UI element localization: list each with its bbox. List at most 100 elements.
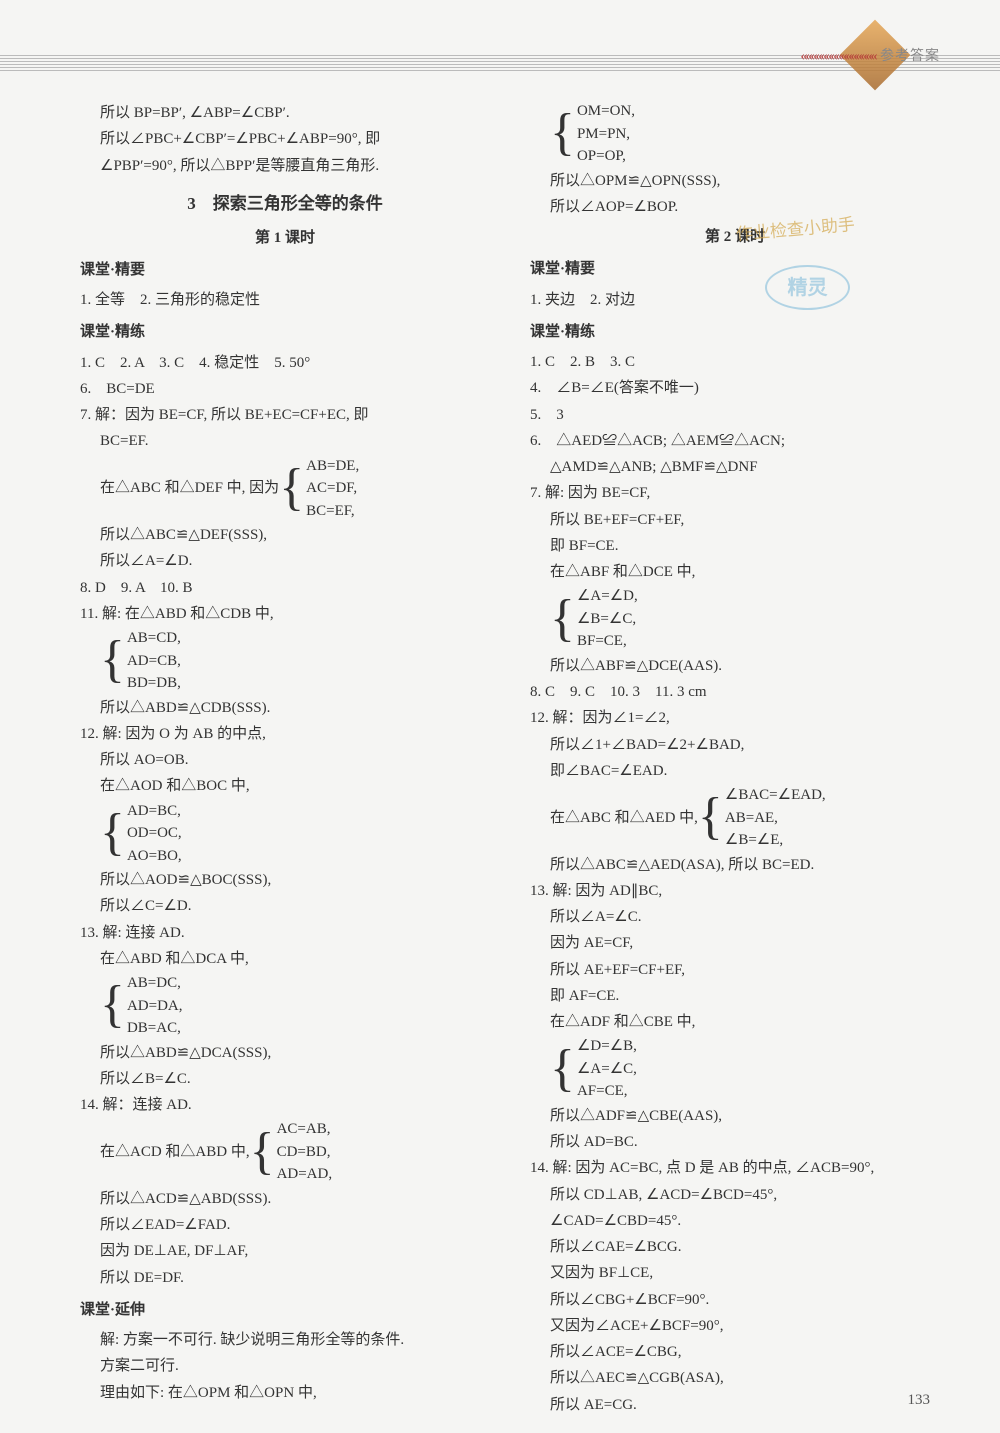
q11-head: 11. 解: 在△ABD 和△CDB 中, bbox=[80, 601, 490, 627]
brace-item: DB=AC, bbox=[127, 1017, 183, 1040]
brace-item: BF=CE, bbox=[577, 630, 638, 653]
q13-line: 所以∠B=∠C. bbox=[80, 1066, 490, 1092]
brace-icon: { bbox=[250, 1129, 275, 1176]
brace-icon: { bbox=[550, 596, 575, 643]
q7-line: 所以△ABC≌△DEF(SSS), bbox=[80, 522, 490, 548]
brace-item: PM=PN, bbox=[577, 123, 635, 146]
q14-line: 所以∠EAD=∠FAD. bbox=[80, 1212, 490, 1238]
q12-line: 所以△AOD≌△BOC(SSS), bbox=[80, 867, 490, 893]
q12-line: 即∠BAC=∠EAD. bbox=[530, 758, 940, 784]
q13-line: 所以△ADF≌△CBE(AAS), bbox=[530, 1103, 940, 1129]
yanshen-line: 方案二可行. bbox=[80, 1353, 490, 1379]
q13-line: 在△ADF 和△CBE 中, bbox=[530, 1009, 940, 1035]
subsection-jinglian: 课堂·精练 bbox=[530, 319, 940, 345]
q13-line: 因为 AE=CF, bbox=[530, 930, 940, 956]
brace-item: OP=OP, bbox=[577, 145, 635, 168]
q7-line: 所以△ABF≌△DCE(AAS). bbox=[530, 653, 940, 679]
q11-brace: { AB=CD, AD=CB, BD=DB, bbox=[100, 627, 490, 695]
q14-line: 又因为 BF⊥CE, bbox=[530, 1260, 940, 1286]
top-line: 所以△OPM≌△OPN(SSS), bbox=[530, 168, 940, 194]
q7-brace: { ∠A=∠D, ∠B=∠C, BF=CE, bbox=[550, 585, 940, 653]
page-number: 133 bbox=[908, 1387, 931, 1413]
q7-brace-block: 在△ABC 和△DEF 中, 因为 { AB=DE, AC=DF, BC=EF, bbox=[100, 455, 490, 523]
brace-item: AB=DC, bbox=[127, 972, 183, 995]
q12-line: 所以∠C=∠D. bbox=[80, 893, 490, 919]
q13-line: 即 AF=CE. bbox=[530, 983, 940, 1009]
top-line: 所以∠AOP=∠BOP. bbox=[530, 194, 940, 220]
answer-line: 1. 全等 2. 三角形的稳定性 bbox=[80, 287, 490, 313]
header-badge: ««««««««««««««« 参考答案 bbox=[801, 45, 941, 70]
brace-item: AC=AB, bbox=[277, 1118, 333, 1141]
subsection-yanshen: 课堂·延伸 bbox=[80, 1297, 490, 1323]
q14-head: 14. 解: 因为 AC=BC, 点 D 是 AB 的中点, ∠ACB=90°, bbox=[530, 1155, 940, 1181]
brace-item: AD=CB, bbox=[127, 650, 181, 673]
yanshen-line: 解: 方案一不可行. 缺少说明三角形全等的条件. bbox=[80, 1327, 490, 1353]
brace-item: AO=BO, bbox=[127, 845, 182, 868]
brace-item: ∠A=∠D, bbox=[577, 585, 638, 608]
header-label: 参考答案 bbox=[880, 49, 940, 64]
q14-line: ∠CAD=∠CBD=45°. bbox=[530, 1208, 940, 1234]
q12-line: 所以∠1+∠BAD=∠2+∠BAD, bbox=[530, 732, 940, 758]
answer-line: 8. C 9. C 10. 3 11. 3 cm bbox=[530, 679, 940, 705]
brace-item: AB=CD, bbox=[127, 627, 181, 650]
subsection-jinglian: 课堂·精练 bbox=[80, 319, 490, 345]
brace-item: ∠D=∠B, bbox=[577, 1035, 637, 1058]
q12-line: 在△AOD 和△BOC 中, bbox=[80, 773, 490, 799]
q14-line: 所以 DE=DF. bbox=[80, 1265, 490, 1291]
answer-line: 8. D 9. A 10. B bbox=[80, 575, 490, 601]
q13-line: 所以 AE+EF=CF+EF, bbox=[530, 957, 940, 983]
q7-line: 所以 BE+EF=CF+EF, bbox=[530, 507, 940, 533]
answer-line: 1. 夹边 2. 对边 bbox=[530, 287, 940, 313]
right-column: { OM=ON, PM=PN, OP=OP, 所以△OPM≌△OPN(SSS),… bbox=[530, 100, 940, 1418]
q13-line: 所以 AD=BC. bbox=[530, 1129, 940, 1155]
yanshen-line: 理由如下: 在△OPM 和△OPN 中, bbox=[80, 1380, 490, 1406]
q14-brace-block: 在△ACD 和△ABD 中, { AC=AB, CD=BD, AD=AD, bbox=[100, 1118, 490, 1186]
intro-line: ∠PBP′=90°, 所以△BPP′是等腰直角三角形. bbox=[80, 153, 490, 179]
intro-line: 所以∠PBC+∠CBP′=∠PBC+∠ABP=90°, 即 bbox=[80, 126, 490, 152]
brace-icon: { bbox=[100, 810, 125, 857]
subsection-jingyao: 课堂·精要 bbox=[530, 256, 940, 282]
q14-line: 所以∠CAE=∠BCG. bbox=[530, 1234, 940, 1260]
brace-item: AD=AD, bbox=[277, 1163, 333, 1186]
left-column: 所以 BP=BP′, ∠ABP=∠CBP′. 所以∠PBC+∠CBP′=∠PBC… bbox=[80, 100, 490, 1418]
answer-line: 4. ∠B=∠E(答案不唯一) bbox=[530, 375, 940, 401]
answer-line: 6. △AED≌△ACB; △AEM≌△ACN; bbox=[530, 428, 940, 454]
q12-line: 所以△ABC≌△AED(ASA), 所以 BC=ED. bbox=[530, 852, 940, 878]
chevrons-icon: ««««««««««««««« bbox=[801, 49, 876, 64]
q7-line: 即 BF=CE. bbox=[530, 533, 940, 559]
q12-head: 12. 解: 因为 O 为 AB 的中点, bbox=[80, 721, 490, 747]
answer-line: 1. C 2. B 3. C bbox=[530, 349, 940, 375]
q7-line: BC=EF. bbox=[80, 428, 490, 454]
q14-line: 所以△AEC≌△CGB(ASA), bbox=[530, 1365, 940, 1391]
brace-item: AB=DE, bbox=[306, 455, 359, 478]
q14-line: 因为 DE⊥AE, DF⊥AF, bbox=[80, 1238, 490, 1264]
q13-line: 所以∠A=∠C. bbox=[530, 904, 940, 930]
brace-item: AF=CE, bbox=[577, 1080, 637, 1103]
lesson-title: 第 2 课时 bbox=[530, 224, 940, 250]
answer-line: 1. C 2. A 3. C 4. 稳定性 5. 50° bbox=[80, 350, 490, 376]
top-brace: { OM=ON, PM=PN, OP=OP, bbox=[550, 100, 940, 168]
brace-item: ∠B=∠C, bbox=[577, 608, 638, 631]
q7-line: 所以∠A=∠D. bbox=[80, 548, 490, 574]
q14-line: 所以∠CBG+∠BCF=90°. bbox=[530, 1287, 940, 1313]
q14-line: 所以∠ACE=∠CBG, bbox=[530, 1339, 940, 1365]
brace-item: BC=EF, bbox=[306, 500, 359, 523]
q12-brace-block: 在△ABC 和△AED 中, { ∠BAC=∠EAD, AB=AE, ∠B=∠E… bbox=[550, 784, 940, 852]
intro-line: 所以 BP=BP′, ∠ABP=∠CBP′. bbox=[80, 100, 490, 126]
brace-icon: { bbox=[550, 110, 575, 157]
brace-pre: 在△ABC 和△DEF 中, 因为 bbox=[100, 475, 279, 501]
q14-line: 所以 AE=CG. bbox=[530, 1392, 940, 1418]
brace-icon: { bbox=[100, 982, 125, 1029]
brace-icon: { bbox=[698, 794, 723, 841]
q13-head: 13. 解: 连接 AD. bbox=[80, 920, 490, 946]
q7-line: 在△ABF 和△DCE 中, bbox=[530, 559, 940, 585]
q14-line: 所以△ACD≌△ABD(SSS). bbox=[80, 1186, 490, 1212]
brace-item: CD=BD, bbox=[277, 1141, 333, 1164]
section-title: 3 探索三角形全等的条件 bbox=[80, 189, 490, 219]
q13-brace: { ∠D=∠B, ∠A=∠C, AF=CE, bbox=[550, 1035, 940, 1103]
q7-head: 7. 解：因为 BE=CF, 所以 BE+EC=CF+EC, 即 bbox=[80, 402, 490, 428]
brace-pre: 在△ACD 和△ABD 中, bbox=[100, 1139, 250, 1165]
brace-icon: { bbox=[550, 1046, 575, 1093]
q13-line: 在△ABD 和△DCA 中, bbox=[80, 946, 490, 972]
q7-head: 7. 解: 因为 BE=CF, bbox=[530, 480, 940, 506]
